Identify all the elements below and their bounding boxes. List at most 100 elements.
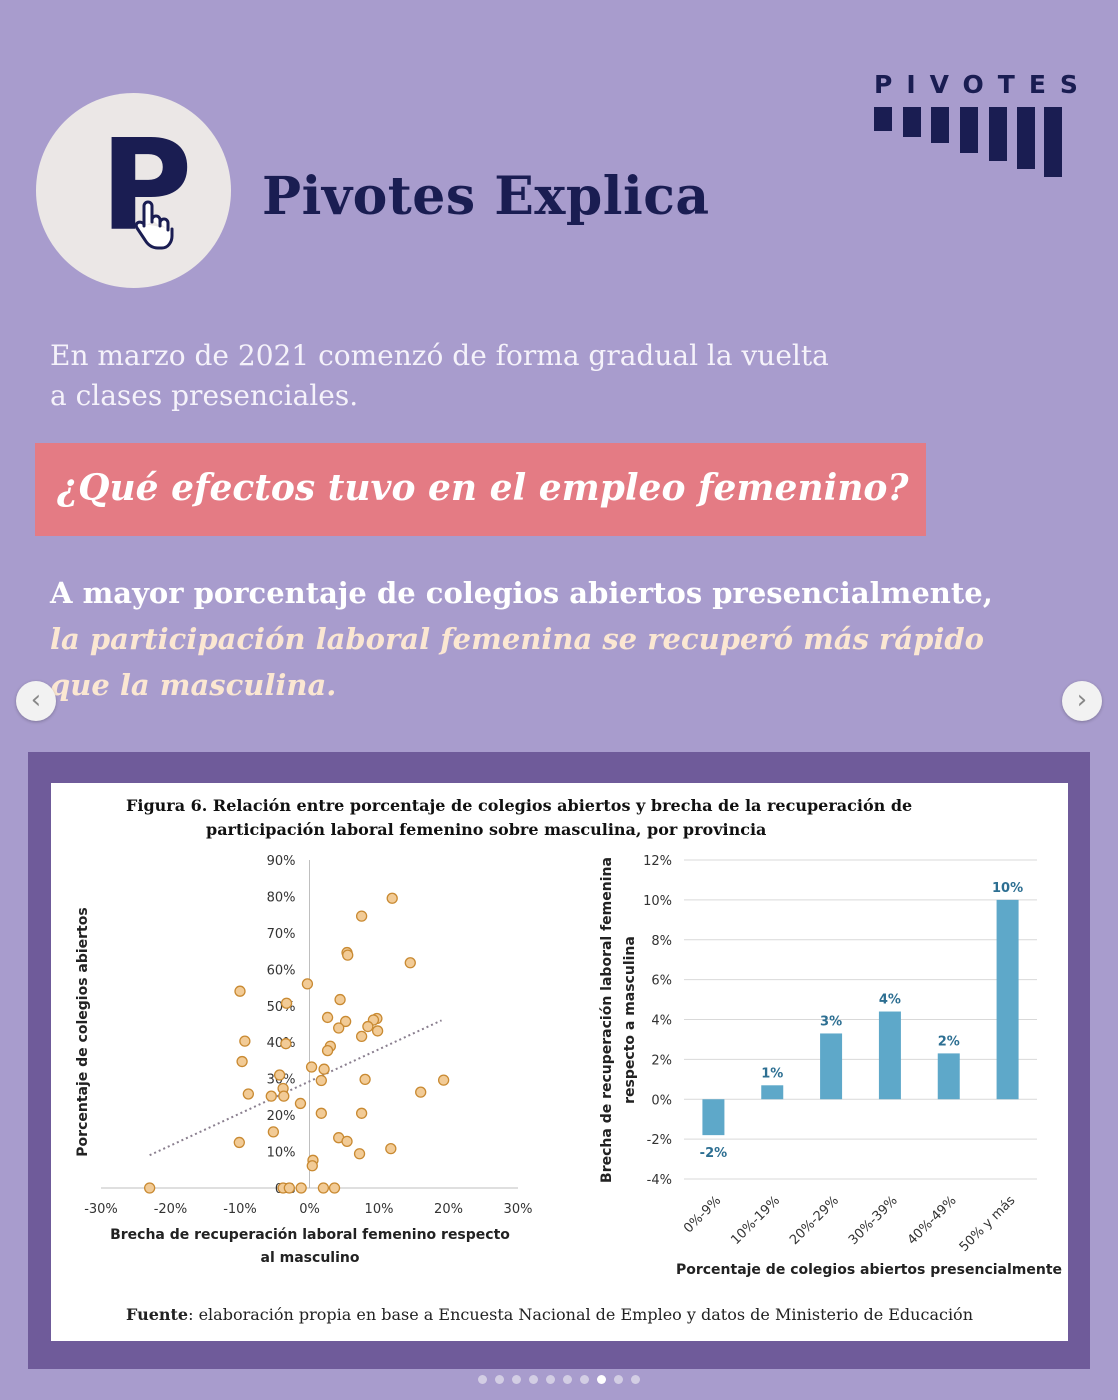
scatter-y-tick-label: 10% <box>267 1146 296 1161</box>
figure-source: Fuente: elaboración propia en base a Enc… <box>126 1305 973 1324</box>
scatter-point <box>386 892 398 904</box>
bar <box>878 1011 901 1100</box>
carousel-dot[interactable] <box>495 1375 504 1384</box>
carousel-dot[interactable] <box>529 1375 538 1384</box>
bar-x-tick-label: 50% y más <box>957 1193 1019 1255</box>
scatter-y-tick-label: 70% <box>267 927 296 942</box>
scatter-x-tick-label: -30% <box>84 1202 118 1217</box>
carousel-dots <box>478 1369 648 1384</box>
chevron-right-icon: › <box>1076 685 1088 715</box>
claim-line-3: que la masculina. <box>50 668 337 702</box>
scatter-point <box>305 1061 318 1073</box>
scatter-x-tick-label: -10% <box>223 1202 257 1217</box>
scatter-point <box>317 1182 330 1194</box>
scatter-point <box>341 1135 353 1148</box>
claim-line-2: la participación laboral femenina se rec… <box>50 622 985 656</box>
figure-title-line-1: Relación entre porcentaje de colegios ab… <box>212 796 913 815</box>
scatter-point <box>355 1107 368 1119</box>
bar <box>761 1085 784 1100</box>
scatter-point <box>306 1160 318 1172</box>
chevron-left-icon: ‹ <box>30 685 42 715</box>
carousel-dot[interactable] <box>580 1375 589 1384</box>
carousel-dot[interactable] <box>631 1375 640 1384</box>
bar-data-label: 10% <box>992 881 1023 896</box>
carousel-dot[interactable] <box>563 1375 572 1384</box>
figure-title-line-2: participación laboral femenino sobre mas… <box>206 820 767 839</box>
bar <box>996 899 1019 1100</box>
scatter-point <box>242 1088 254 1100</box>
bar <box>937 1053 960 1100</box>
figure-label: Figura 6. <box>126 796 208 815</box>
scatter-x-tick-label: 0% <box>299 1202 320 1217</box>
scatter-point <box>355 910 368 922</box>
scatter-point <box>355 1030 368 1043</box>
intro-line-1: En marzo de 2021 comenzó de forma gradua… <box>50 339 829 372</box>
scatter-point <box>321 1011 334 1024</box>
question-text: ¿Qué efectos tuvo en el empleo femenino? <box>57 467 909 509</box>
bar-data-label: 3% <box>820 1014 842 1029</box>
scatter-point <box>334 993 346 1006</box>
carousel-next-button[interactable]: › <box>1062 681 1102 721</box>
scatter-x-axis-title-line-2: al masculino <box>261 1250 360 1266</box>
scatter-point <box>362 1020 374 1033</box>
scatter-x-tick-label: 30% <box>504 1202 533 1217</box>
bar-y-tick-label: -4% <box>647 1173 672 1188</box>
bar-y-axis-title-line-2: respecto a masculina <box>622 936 638 1104</box>
scatter-point <box>321 1044 334 1057</box>
scatter-point <box>273 1069 286 1081</box>
bar-y-tick-label: 4% <box>651 1014 672 1029</box>
scatter-point <box>283 1182 295 1194</box>
bar-x-tick-label: 40%-49% <box>905 1193 960 1248</box>
scatter-point <box>371 1025 384 1037</box>
scatter-point <box>359 1073 371 1086</box>
scatter-point <box>353 1148 366 1160</box>
scatter-point <box>267 1126 280 1138</box>
bar-y-axis-title-line-1: Brecha de recuperación laboral femenina <box>599 857 615 1183</box>
scatter-point <box>385 1142 397 1155</box>
bar-x-tick-label: 10%-19% <box>728 1193 783 1248</box>
carousel-dot[interactable] <box>614 1375 623 1384</box>
bar <box>702 1099 725 1136</box>
scatter-point <box>315 1107 327 1119</box>
pointer-hand-icon <box>134 200 174 250</box>
bar-y-tick-label: 12% <box>643 854 672 869</box>
scatter-point <box>437 1074 450 1086</box>
carousel-prev-button[interactable]: ‹ <box>16 681 56 721</box>
claim-line-1: A mayor porcentaje de colegios abiertos … <box>50 576 993 610</box>
pivotes-wordmark: PIVOTES <box>874 70 1092 99</box>
scatter-trendline <box>149 1019 442 1157</box>
scatter-x-axis-title-line-1: Brecha de recuperación laboral femenino … <box>110 1227 510 1243</box>
bar-data-label: 4% <box>879 993 901 1008</box>
bar-data-label: 2% <box>938 1034 960 1049</box>
scatter-point <box>315 1074 327 1087</box>
scatter-point <box>265 1090 277 1102</box>
intro-line-2: a clases presenciales. <box>50 379 359 412</box>
bar-data-label: 1% <box>761 1066 783 1081</box>
bar-y-tick-label: 8% <box>651 934 672 949</box>
scatter-y-tick-label: 60% <box>267 963 296 978</box>
scatter-point <box>280 997 293 1009</box>
scatter-point <box>295 1182 307 1194</box>
bar-y-tick-label: 10% <box>643 894 672 909</box>
bar-y-tick-label: 6% <box>651 974 672 989</box>
scatter-point <box>233 1136 245 1149</box>
carousel-dot[interactable] <box>597 1375 606 1384</box>
scatter-point <box>415 1086 427 1098</box>
scatter-x-tick-label: 20% <box>434 1202 463 1217</box>
bar-x-tick-label: 0%-9% <box>681 1193 724 1236</box>
scatter-point <box>333 1022 345 1034</box>
scatter-point <box>280 1038 292 1050</box>
scatter-point <box>236 1055 248 1068</box>
source-text: : elaboración propia en base a Encuesta … <box>188 1305 973 1324</box>
carousel-dot[interactable] <box>478 1375 487 1384</box>
carousel-dot[interactable] <box>546 1375 555 1384</box>
scatter-point <box>328 1182 341 1194</box>
bar-x-tick-label: 20%-29% <box>787 1193 842 1248</box>
scatter-y-tick-label: 80% <box>267 890 296 905</box>
carousel-dot[interactable] <box>512 1375 521 1384</box>
bar-y-tick-label: 0% <box>651 1093 672 1108</box>
source-label: Fuente <box>126 1305 189 1324</box>
scatter-y-axis-title: Porcentaje de colegios abiertos <box>75 907 91 1156</box>
bar-y-tick-label: -2% <box>647 1133 672 1148</box>
